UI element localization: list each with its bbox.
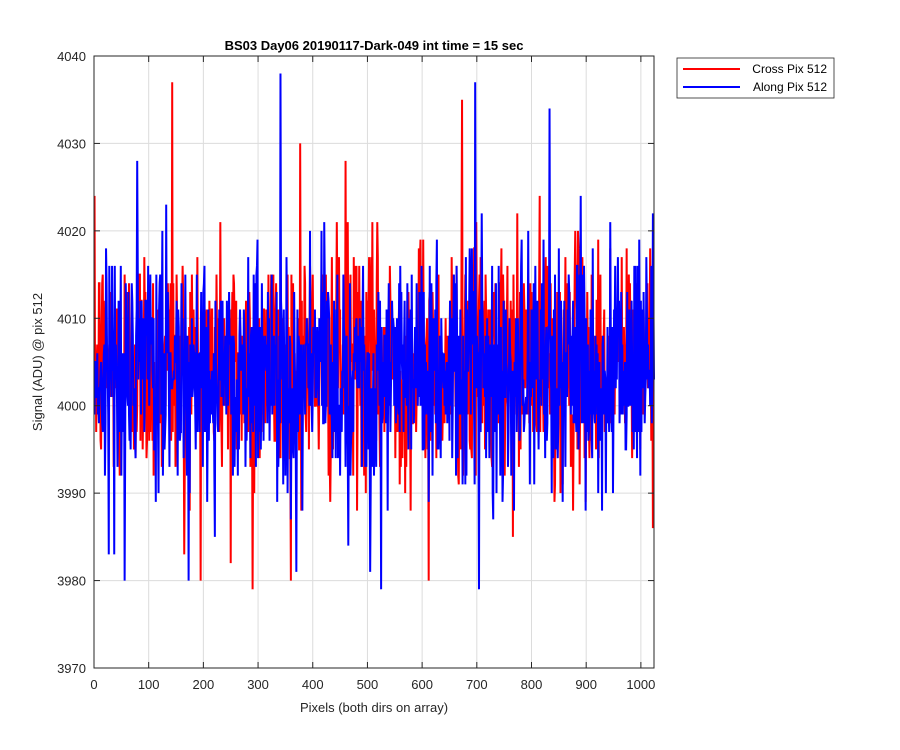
series-group xyxy=(93,73,655,590)
x-tick-label: 0 xyxy=(90,677,97,692)
x-tick-label: 100 xyxy=(138,677,160,692)
y-tick-label: 4040 xyxy=(57,49,86,64)
x-tick-label: 1000 xyxy=(626,677,655,692)
x-axis-title: Pixels (both dirs on array) xyxy=(300,700,448,715)
x-tick-label: 200 xyxy=(193,677,215,692)
x-tick-labels: 0 100 200 300 400 500 600 700 800 900 1000 xyxy=(90,677,655,692)
y-tick-labels: 3970 3980 3990 4000 4010 4020 4030 4040 xyxy=(57,49,86,676)
x-tick-label: 900 xyxy=(575,677,597,692)
x-tick-label: 500 xyxy=(357,677,379,692)
x-tick-label: 700 xyxy=(466,677,488,692)
x-tick-label: 400 xyxy=(302,677,324,692)
legend: Cross Pix 512 Along Pix 512 xyxy=(676,57,835,99)
y-tick-label: 3990 xyxy=(57,486,86,501)
y-tick-label: 4020 xyxy=(57,224,86,239)
y-tick-label: 3970 xyxy=(57,661,86,676)
series-line-along-pix-512 xyxy=(93,73,655,590)
ticks xyxy=(93,55,654,669)
plot-frame xyxy=(93,55,655,669)
legend-box xyxy=(676,57,835,99)
x-tick-label: 800 xyxy=(521,677,543,692)
chart-title: BS03 Day06 20190117-Dark-049 int time = … xyxy=(225,38,524,53)
y-tick-label: 4030 xyxy=(57,136,86,151)
x-tick-label: 300 xyxy=(247,677,269,692)
legend-label-cross: Cross Pix 512 xyxy=(752,62,827,76)
y-tick-label: 4000 xyxy=(57,399,86,414)
y-axis-title: Signal (ADU) @ pix 512 xyxy=(30,293,45,431)
y-tick-label: 3980 xyxy=(57,574,86,589)
x-tick-label: 600 xyxy=(411,677,433,692)
legend-label-along: Along Pix 512 xyxy=(753,80,827,94)
y-tick-label: 4010 xyxy=(57,311,86,326)
